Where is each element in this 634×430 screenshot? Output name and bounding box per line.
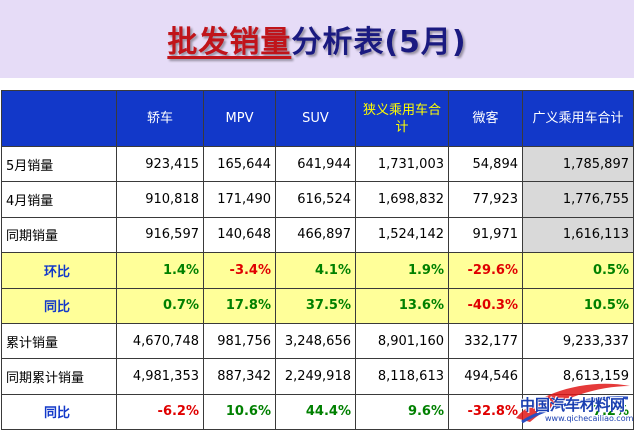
table-cell: 91,971 — [448, 216, 523, 254]
table-cell: 4,981,353 — [116, 358, 204, 395]
table-cell: 641,944 — [275, 145, 356, 183]
table-row: 5月销量 923,415 165,644 641,944 1,731,003 5… — [1, 145, 634, 183]
table-cell: 4.1% — [275, 252, 356, 289]
table-cell: -29.6% — [448, 252, 523, 289]
table-cell: 77,923 — [448, 181, 523, 218]
table-cell: 494,546 — [448, 358, 523, 395]
title-highlight: 批发销量 — [167, 25, 292, 60]
row-label: 累计销量 — [1, 322, 117, 360]
table-cell: 17.8% — [203, 287, 276, 324]
header-corner — [1, 90, 117, 147]
table-cell: 165,644 — [203, 145, 276, 183]
table-cell: 140,648 — [203, 216, 276, 254]
title-rest: 分析表(5月) — [291, 25, 467, 60]
table-cell: 2,249,918 — [275, 358, 356, 395]
table-row: 累计销量 4,670,748 981,756 3,248,656 8,901,1… — [1, 322, 634, 360]
table-cell: 8,613,159 — [522, 358, 634, 395]
table-cell: -3.4% — [203, 252, 276, 289]
table-cell: 0.7% — [116, 287, 204, 324]
table-cell: 13.6% — [355, 287, 449, 324]
header-suv: SUV — [275, 90, 356, 147]
table-cell: 10.6% — [203, 393, 276, 430]
table-row: 同比 -6.2% 10.6% 44.4% 9.6% -32.8% 7.2% — [1, 393, 634, 430]
table-cell: 923,415 — [116, 145, 204, 183]
table-cell: 916,597 — [116, 216, 204, 254]
table-cell: 616,524 — [275, 181, 356, 218]
title-band: 批发销量分析表(5月) — [0, 0, 634, 78]
header-minivan: 微客 — [448, 90, 523, 147]
table-cell: 1,731,003 — [355, 145, 449, 183]
table-cell: 9,233,337 — [522, 322, 634, 360]
table-cell: 910,818 — [116, 181, 204, 218]
table-cell: 1,698,832 — [355, 181, 449, 218]
header-mpv: MPV — [203, 90, 276, 147]
table-cell: -6.2% — [116, 393, 204, 430]
row-label: 同期累计销量 — [1, 358, 117, 395]
table-cell: 1.4% — [116, 252, 204, 289]
table-cell: 44.4% — [275, 393, 356, 430]
row-label: 5月销量 — [1, 145, 117, 183]
table-cell: 4,670,748 — [116, 322, 204, 360]
table-cell: 0.5% — [522, 252, 634, 289]
row-label: 同比 — [1, 287, 117, 324]
table-row: 4月销量 910,818 171,490 616,524 1,698,832 7… — [1, 181, 634, 218]
table-cell: 1.9% — [355, 252, 449, 289]
table-cell: 8,118,613 — [355, 358, 449, 395]
table-cell: 8,901,160 — [355, 322, 449, 360]
table-cell: 1,524,142 — [355, 216, 449, 254]
row-label: 同期销量 — [1, 216, 117, 254]
table-row: 同期累计销量 4,981,353 887,342 2,249,918 8,118… — [1, 358, 634, 395]
table-header-row: 轿车 MPV SUV 狭义乘用车合计 微客 广义乘用车合计 — [1, 90, 634, 147]
page-title: 批发销量分析表(5月) — [167, 17, 466, 61]
table-row: 同比 0.7% 17.8% 37.5% 13.6% -40.3% 10.5% — [1, 287, 634, 324]
table-cell: 1,616,113 — [522, 216, 634, 254]
table-cell: -40.3% — [448, 287, 523, 324]
table-cell: 37.5% — [275, 287, 356, 324]
table-cell: 466,897 — [275, 216, 356, 254]
header-narrow-total: 狭义乘用车合计 — [355, 90, 449, 147]
table-row: 同期销量 916,597 140,648 466,897 1,524,142 9… — [1, 216, 634, 254]
table-cell: 171,490 — [203, 181, 276, 218]
table-cell: 9.6% — [355, 393, 449, 430]
table-cell: 887,342 — [203, 358, 276, 395]
table-cell: 1,785,897 — [522, 145, 634, 183]
table-cell: 3,248,656 — [275, 322, 356, 360]
table-cell: 54,894 — [448, 145, 523, 183]
row-label: 同比 — [1, 393, 117, 430]
table-cell: 10.5% — [522, 287, 634, 324]
header-sedan: 轿车 — [116, 90, 204, 147]
watermark-url: www.qichecailiao.com — [545, 414, 634, 423]
table-row: 环比 1.4% -3.4% 4.1% 1.9% -29.6% 0.5% — [1, 252, 634, 289]
watermark-text: 中国汽车材料网 — [520, 396, 626, 414]
table-cell: 1,776,755 — [522, 181, 634, 218]
row-label: 4月销量 — [1, 181, 117, 218]
sales-table: 轿车 MPV SUV 狭义乘用车合计 微客 广义乘用车合计 5月销量 923,4… — [1, 90, 634, 430]
row-label: 环比 — [1, 252, 117, 289]
table-cell: 332,177 — [448, 322, 523, 360]
table-cell: -32.8% — [448, 393, 523, 430]
header-broad-total: 广义乘用车合计 — [522, 90, 634, 147]
table-cell: 981,756 — [203, 322, 276, 360]
